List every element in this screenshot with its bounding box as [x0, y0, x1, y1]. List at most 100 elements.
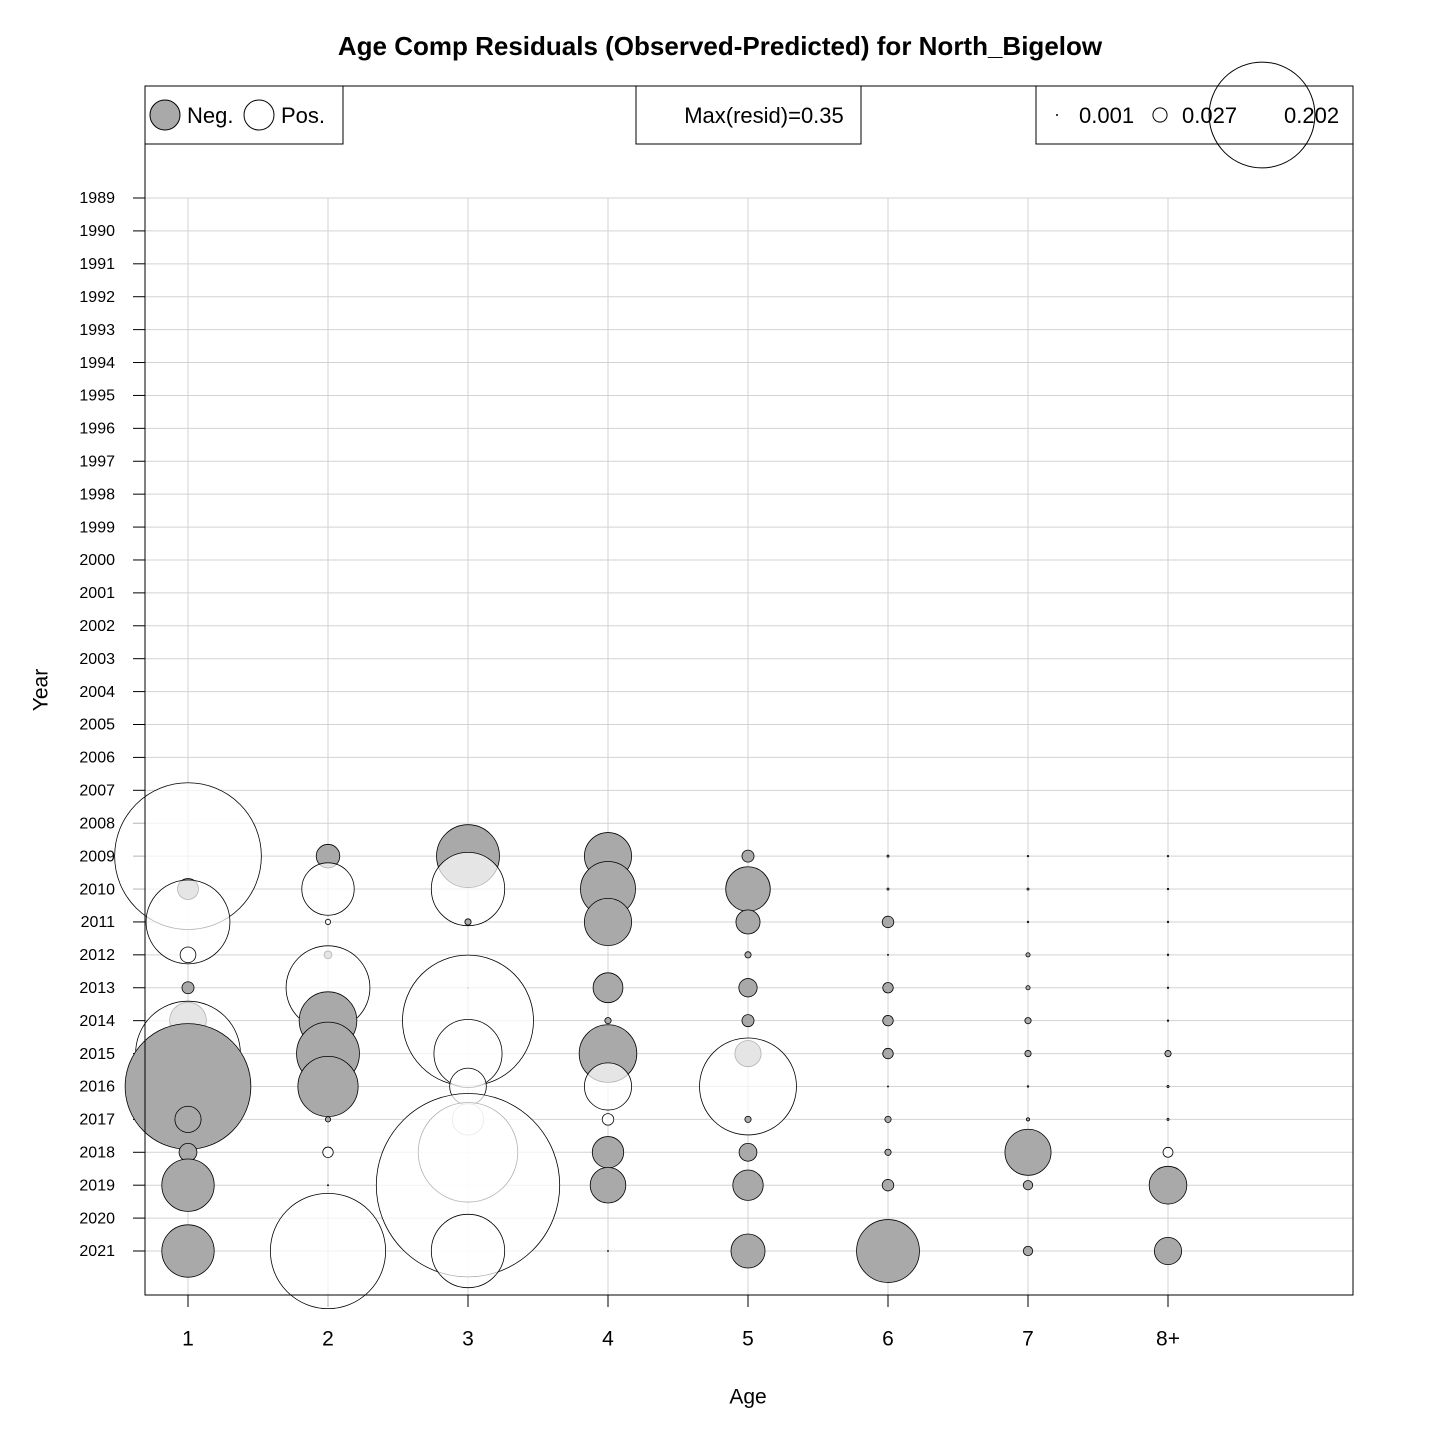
- y-tick-label: 1992: [79, 289, 115, 306]
- bubble: [1153, 1236, 1183, 1266]
- legend-box: [635, 85, 862, 145]
- bubble: [1024, 1050, 1032, 1058]
- bubble: [464, 918, 472, 926]
- bubble: [856, 1219, 920, 1283]
- legend-size-symbol: [1152, 107, 1168, 123]
- y-tick-label: 2019: [79, 1177, 115, 1194]
- y-tick-label: 2018: [79, 1145, 115, 1162]
- legend-max-label: Max(resid)=0.35: [684, 103, 844, 128]
- bubble: [1026, 920, 1030, 924]
- bubble: [174, 1105, 202, 1133]
- grid: [133, 197, 1353, 1307]
- bubble: [1022, 1245, 1034, 1257]
- x-tick-label: 7: [1022, 1328, 1034, 1351]
- bubble: [297, 1055, 359, 1117]
- bubble: [430, 1213, 506, 1289]
- x-tick-label: 3: [462, 1328, 474, 1351]
- bubble: [1004, 1128, 1052, 1176]
- y-tick-label: 2004: [79, 684, 115, 701]
- bubble: [738, 978, 758, 998]
- bubble: [884, 1115, 892, 1123]
- legend-pos-symbol: [243, 99, 275, 131]
- y-tick-label: 1990: [79, 223, 115, 240]
- y-tick-label: 2002: [79, 618, 115, 635]
- bubble: [1166, 854, 1170, 858]
- y-tick-label: 2005: [79, 717, 115, 734]
- bubble: [741, 849, 755, 863]
- bubble: [730, 1233, 766, 1269]
- legend-size-label: 0.001: [1079, 103, 1134, 128]
- x-tick-label: 6: [882, 1328, 894, 1351]
- bubble: [324, 918, 332, 925]
- bubble: [882, 1015, 894, 1027]
- bubble: [604, 1017, 612, 1025]
- bubble: [741, 1014, 755, 1028]
- bubble: [181, 981, 195, 995]
- y-axis-label: Year: [30, 669, 53, 711]
- bubble: [301, 862, 355, 916]
- bubble: [327, 1184, 329, 1187]
- bubbles: [114, 782, 1188, 1310]
- bubble: [1166, 887, 1170, 891]
- y-tick-label: 2010: [79, 881, 115, 898]
- bubble: [1166, 1117, 1170, 1121]
- legend-size-label: 0.202: [1284, 103, 1339, 128]
- bubble: [882, 1047, 894, 1060]
- y-tick-label: 2006: [79, 750, 115, 767]
- y-tick-label: 1999: [79, 519, 115, 536]
- bubble: [179, 946, 197, 964]
- y-tick-label: 1998: [79, 486, 115, 503]
- y-tick-label: 1994: [79, 355, 115, 372]
- bubble: [1164, 1050, 1172, 1058]
- bubble: [884, 1148, 892, 1156]
- x-tick-label: 4: [602, 1328, 614, 1351]
- bubble: [735, 909, 761, 935]
- bubble: [607, 1250, 609, 1252]
- y-tick-label: 2013: [79, 980, 115, 997]
- bubble: [1166, 920, 1170, 924]
- bubble: [584, 1062, 632, 1111]
- y-tick-label: 2007: [79, 783, 115, 800]
- chart-title: Age Comp Residuals (Observed-Predicted) …: [338, 31, 1103, 61]
- legend-size-symbol: [1208, 61, 1316, 169]
- x-tick-label: 2: [322, 1328, 334, 1351]
- x-tick-label: 5: [742, 1328, 754, 1351]
- y-tick-label: 1993: [79, 322, 115, 339]
- bubble: [430, 851, 506, 927]
- bubble: [887, 1085, 889, 1088]
- bubble: [178, 1142, 198, 1162]
- y-tick-label: 2000: [79, 552, 115, 569]
- bubble: [601, 1113, 615, 1126]
- bubble: [732, 1169, 764, 1201]
- bubble: [161, 1224, 215, 1278]
- y-tick-label: 2020: [79, 1210, 115, 1227]
- y-tick-label: 2011: [81, 914, 116, 931]
- bubble: [589, 1166, 627, 1204]
- bubble: [1024, 1017, 1032, 1025]
- y-tick-label: 2015: [79, 1046, 115, 1063]
- bubble: [1025, 985, 1031, 991]
- y-tick-label: 1989: [79, 190, 115, 207]
- bubble: [882, 982, 894, 994]
- x-tick-label: 1: [182, 1328, 194, 1351]
- y-tick-label: 2016: [79, 1079, 115, 1096]
- bubble: [324, 1116, 332, 1123]
- bubble: [161, 1158, 215, 1212]
- legend-pos-label: Pos.: [281, 103, 325, 128]
- bubble: [1025, 952, 1031, 958]
- y-tick-label: 1991: [79, 256, 115, 273]
- bubble: [1166, 1019, 1170, 1022]
- legend-size-symbol: [1056, 114, 1058, 116]
- bubble: [592, 972, 624, 1004]
- bubble: [886, 854, 890, 858]
- bubble: [1166, 986, 1170, 989]
- bubble: [1166, 1085, 1170, 1088]
- y-tick-label: 2001: [79, 585, 115, 602]
- bubble: [1026, 1117, 1030, 1122]
- y-tick-label: 2003: [79, 651, 115, 668]
- bubble: [886, 887, 890, 891]
- bubble: [1026, 887, 1030, 891]
- bubble: [1022, 1180, 1034, 1191]
- bubble: [887, 953, 889, 956]
- bubble: [591, 1136, 625, 1169]
